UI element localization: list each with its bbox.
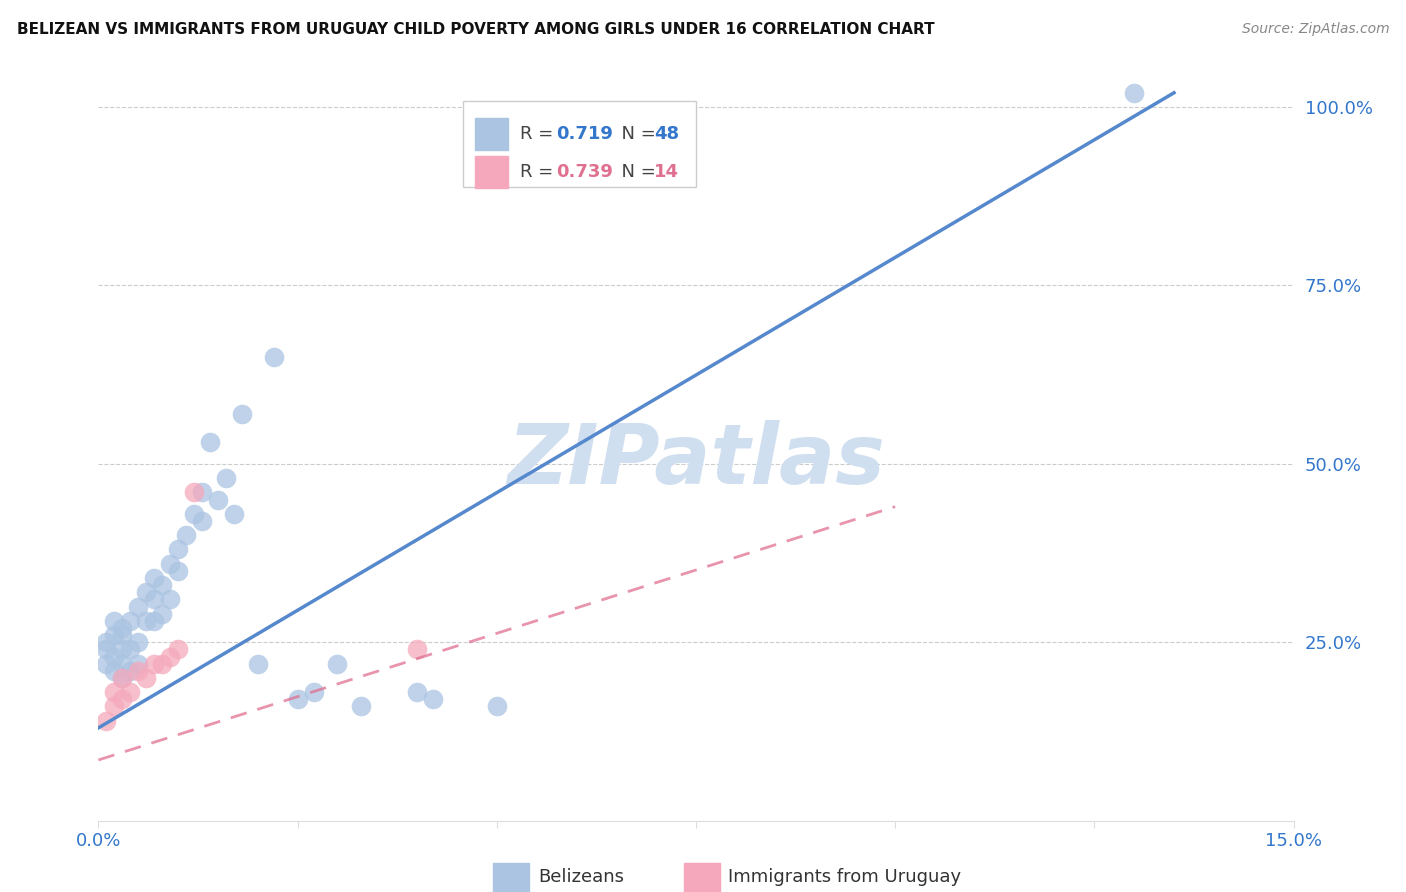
Point [1123,86,1146,100]
Point [135,614,157,628]
Text: R =: R = [520,163,560,181]
Point [120,664,142,678]
Point [143,657,166,671]
Point [111,692,134,706]
Point [326,657,349,671]
Text: 0.719: 0.719 [557,125,613,143]
Point [103,664,125,678]
Point [143,592,166,607]
Point [111,642,134,657]
Point [103,649,125,664]
Point [406,685,429,699]
Point [103,628,125,642]
FancyBboxPatch shape [463,102,696,187]
Point [120,685,142,699]
Point [96,714,118,728]
Point [111,621,134,635]
Point [159,557,181,571]
Point [231,407,253,421]
Point [191,514,214,528]
Point [120,614,142,628]
Point [198,435,221,450]
Point [159,649,181,664]
Point [111,671,134,685]
Point [191,485,214,500]
Point [103,614,125,628]
Point [302,685,325,699]
Point [150,578,173,592]
Point [422,692,444,706]
Point [127,657,149,671]
Point [96,635,118,649]
Text: ZIPatlas: ZIPatlas [508,420,884,501]
Text: Source: ZipAtlas.com: Source: ZipAtlas.com [1241,22,1389,37]
Text: 48: 48 [654,125,679,143]
Point [120,642,142,657]
Point [96,642,118,657]
FancyBboxPatch shape [685,863,720,892]
Point [127,635,149,649]
Point [167,542,190,557]
Point [127,664,149,678]
Text: Belizeans: Belizeans [538,868,624,886]
Point [485,699,508,714]
Point [111,671,134,685]
Point [207,492,229,507]
Point [103,685,125,699]
Text: Immigrants from Uruguay: Immigrants from Uruguay [728,868,962,886]
Point [167,642,190,657]
Point [135,671,157,685]
Point [103,699,125,714]
Point [222,507,245,521]
Point [150,607,173,621]
Point [183,507,205,521]
Point [406,642,429,657]
Point [350,699,373,714]
Text: R =: R = [520,125,560,143]
FancyBboxPatch shape [475,119,509,150]
Point [215,471,238,485]
Text: BELIZEAN VS IMMIGRANTS FROM URUGUAY CHILD POVERTY AMONG GIRLS UNDER 16 CORRELATI: BELIZEAN VS IMMIGRANTS FROM URUGUAY CHIL… [17,22,935,37]
Text: 14: 14 [654,163,679,181]
Point [111,657,134,671]
Point [111,628,134,642]
Point [246,657,269,671]
Text: 0.739: 0.739 [557,163,613,181]
Point [135,585,157,599]
Point [96,657,118,671]
Point [287,692,309,706]
Point [263,350,285,364]
Point [143,614,166,628]
Point [143,571,166,585]
FancyBboxPatch shape [475,156,509,187]
Point [174,528,197,542]
Text: N =: N = [610,125,661,143]
Point [183,485,205,500]
Point [150,657,173,671]
Point [127,599,149,614]
Text: N =: N = [610,163,661,181]
Point [167,564,190,578]
Point [159,592,181,607]
FancyBboxPatch shape [494,863,529,892]
